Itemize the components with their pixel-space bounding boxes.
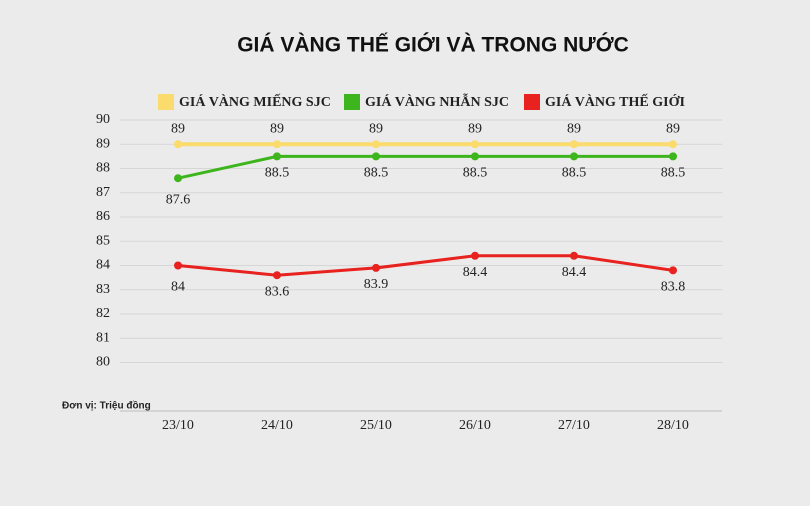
data-label: 89 — [468, 121, 482, 136]
legend-swatch — [158, 94, 174, 110]
y-tick-label: 80 — [96, 355, 110, 370]
data-point — [669, 140, 677, 149]
unit-note: Đơn vị: Triệu đồng — [62, 400, 151, 412]
data-point — [174, 261, 182, 270]
y-tick-label: 85 — [96, 233, 110, 248]
data-label: 83.6 — [265, 284, 290, 299]
x-tick-label: 25/10 — [360, 418, 392, 433]
x-tick-label: 24/10 — [261, 418, 293, 433]
data-label: 84.4 — [562, 265, 587, 280]
data-label: 83.8 — [661, 280, 686, 295]
data-point — [669, 152, 677, 161]
data-point — [372, 152, 380, 161]
data-point — [471, 140, 479, 149]
data-label: 89 — [369, 121, 383, 136]
legend-label: GIÁ VÀNG MIẾNG SJC — [179, 93, 331, 110]
data-point — [273, 271, 281, 280]
data-point — [372, 263, 380, 272]
legend-swatch — [344, 94, 360, 110]
data-label: 87.6 — [166, 192, 191, 207]
data-point — [372, 140, 380, 149]
y-tick-label: 82 — [96, 306, 110, 321]
data-label: 88.5 — [463, 166, 488, 181]
y-tick-label: 90 — [96, 112, 110, 127]
y-tick-label: 83 — [96, 282, 110, 297]
y-tick-label: 84 — [96, 258, 110, 273]
data-label: 84.4 — [463, 265, 488, 280]
series-line — [177, 154, 673, 180]
data-point — [471, 251, 479, 260]
data-point — [570, 140, 578, 149]
data-point — [471, 152, 479, 161]
data-label: 89 — [567, 121, 581, 136]
y-tick-label: 86 — [96, 209, 110, 224]
data-point — [273, 152, 281, 161]
legend-label: GIÁ VÀNG THẾ GIỚI — [545, 93, 685, 110]
x-tick-label: 28/10 — [657, 418, 689, 433]
x-tick-label: 26/10 — [459, 418, 491, 433]
data-label: 84 — [171, 280, 185, 295]
x-tick-label: 23/10 — [162, 418, 194, 433]
data-point — [174, 140, 182, 149]
y-tick-label: 89 — [96, 136, 110, 151]
y-tick-label: 87 — [96, 185, 110, 200]
data-point — [174, 174, 182, 183]
series-line — [177, 254, 674, 277]
y-tick-label: 88 — [96, 161, 110, 176]
legend-swatch — [524, 94, 540, 110]
data-label: 89 — [666, 121, 680, 136]
data-label: 83.9 — [364, 277, 389, 292]
data-point — [273, 140, 281, 149]
legend-label: GIÁ VÀNG NHẪN SJC — [365, 92, 509, 110]
y-tick-label: 81 — [96, 330, 110, 345]
data-label: 89 — [270, 121, 284, 136]
data-point — [669, 266, 677, 275]
data-label: 88.5 — [661, 166, 686, 181]
data-label: 88.5 — [364, 166, 389, 181]
x-tick-label: 27/10 — [558, 418, 590, 433]
data-label: 88.5 — [265, 166, 290, 181]
data-label: 88.5 — [562, 166, 587, 181]
data-point — [570, 152, 578, 161]
data-label: 89 — [171, 121, 185, 136]
chart-title: GIÁ VÀNG THẾ GIỚI VÀ TRONG NƯỚC — [237, 33, 629, 57]
data-point — [570, 251, 578, 260]
